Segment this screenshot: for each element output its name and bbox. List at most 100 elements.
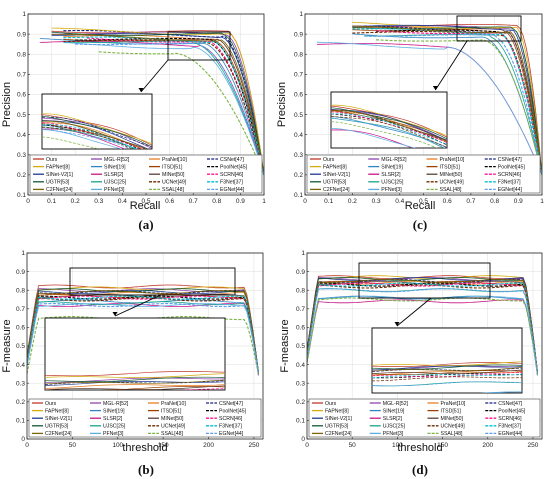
series-line — [51, 34, 264, 175]
y-tick-label: 0.7 — [296, 306, 305, 313]
legend-label: C2FNet[24] — [46, 187, 73, 193]
x-tick-label: 0.8 — [212, 198, 221, 205]
legend-label: F3Net[37] — [219, 424, 242, 430]
x-axis-label: threshold — [122, 442, 167, 454]
inset-series-group — [45, 371, 225, 390]
y-tick-label: 0.6 — [17, 92, 26, 99]
y-tick-label: 1 — [301, 250, 305, 257]
inset-series-line — [42, 128, 132, 149]
inset-series-line — [372, 381, 522, 387]
legend-label: CSNet[47] — [219, 401, 243, 407]
y-tick-label: 0.3 — [296, 380, 305, 387]
inset-series-line — [45, 381, 225, 386]
arrow-head — [432, 86, 438, 90]
legend-box — [306, 154, 541, 194]
y-tick-label: 0.8 — [296, 287, 305, 294]
y-tick-label: 0.4 — [296, 362, 305, 369]
legend-label: PraNet[10] — [441, 401, 466, 407]
panel-label: (c) — [413, 217, 427, 232]
inset-series-line — [372, 370, 522, 376]
arrow-head — [394, 322, 400, 326]
y-axis-label: F-measure — [279, 319, 291, 372]
inset-series-line — [45, 377, 225, 383]
series-group — [307, 275, 539, 376]
y-tick-label: 0.4 — [294, 132, 303, 139]
series-line — [27, 295, 260, 374]
series-line — [27, 284, 259, 374]
legend-label: PFNet[3] — [104, 187, 125, 193]
inset-series-group — [42, 113, 152, 149]
legend-label: PraNet[10] — [162, 157, 187, 163]
arrow-head — [112, 312, 118, 316]
x-tick-label: 100 — [392, 442, 403, 449]
x-tick-label: 150 — [437, 442, 448, 449]
chart-panel: 0 50 100 150 200 250 0 0.1 0.2 0.3 0.4 0.5 0.6 0.7 0.8… — [279, 250, 543, 454]
legend-label: SINet-V2[1] — [46, 172, 73, 178]
legend-label: PoolNet[45] — [498, 164, 526, 170]
y-axis-label: Precision — [1, 82, 13, 127]
inset-series-line — [42, 136, 101, 149]
zoom-arrow — [435, 40, 468, 91]
inset-series-line — [45, 385, 225, 390]
inset-series-line — [331, 117, 446, 148]
zoom-box — [69, 267, 236, 296]
inset-series-line — [372, 362, 522, 367]
legend-label: CSNet[47] — [498, 157, 522, 163]
y-tick-label: 0 — [301, 436, 305, 443]
series-line — [376, 30, 542, 175]
legend-label: C2FNet[24] — [45, 431, 72, 437]
series-line — [51, 27, 264, 175]
legend-label: UJSC[25] — [103, 424, 126, 430]
y-tick-label: 0.6 — [16, 325, 25, 332]
x-tick-label: 0.7 — [466, 198, 475, 205]
inset-series-line — [45, 373, 225, 378]
inset-series-line — [42, 127, 134, 149]
legend-label: ITSD[51] — [441, 408, 462, 414]
legend-label: SSAL[48] — [441, 431, 463, 437]
y-tick-label: 0.7 — [294, 72, 303, 79]
y-tick-label: 0.1 — [296, 418, 305, 425]
legend-label: PFNet[3] — [381, 187, 402, 193]
legend-label: CSNet[47] — [220, 157, 244, 163]
y-tick-label: 0.8 — [294, 51, 303, 58]
legend-label: UGTR[53] — [323, 180, 347, 186]
y-tick-label: 0.3 — [17, 152, 26, 159]
inset-series-line — [42, 115, 152, 148]
inset-box — [371, 327, 523, 394]
y-tick-label: 0 — [21, 436, 25, 443]
legend-label: Ours — [323, 157, 335, 163]
legend-label: EGNet[44] — [219, 431, 244, 437]
legend-label: SINet[19] — [103, 408, 125, 414]
y-axis-label: F-measure — [1, 319, 13, 372]
y-tick-label: 0.6 — [296, 325, 305, 332]
zoom-arrow — [140, 59, 169, 93]
legend-label: SCRN[46] — [220, 172, 244, 178]
y-tick-label: 0.8 — [16, 287, 25, 294]
legend-label: ITSD[51] — [440, 164, 461, 170]
legend-label: UGTR[53] — [45, 424, 69, 430]
x-tick-label: 0.2 — [348, 198, 357, 205]
legend-label: MGL-R[52] — [103, 401, 129, 407]
panel-label: (b) — [138, 462, 154, 477]
inset-series-line — [42, 113, 152, 145]
inset-series-line — [45, 386, 225, 390]
x-tick-label: 0.8 — [490, 198, 499, 205]
legend-label: MINet[50] — [441, 416, 464, 422]
inset-series-line — [372, 364, 522, 370]
x-tick-label: 250 — [248, 442, 259, 449]
x-tick-label: 0 — [305, 442, 309, 449]
series-line — [98, 51, 264, 176]
legend-label: SINet[19] — [381, 164, 403, 170]
x-tick-label: 0.6 — [443, 198, 452, 205]
legend-label: SCRN[46] — [498, 172, 522, 178]
series-line — [63, 42, 264, 176]
y-tick-label: 0.5 — [16, 343, 25, 350]
series-line — [27, 303, 259, 376]
series-line — [51, 30, 264, 175]
legend-label: C2FNet[24] — [323, 187, 350, 193]
legend-label: UCNet[49] — [161, 424, 186, 430]
legend-label: SLSR[2] — [383, 416, 403, 422]
inset-series-line — [331, 116, 447, 148]
series-line — [75, 42, 264, 176]
legend-label: CSNet[47] — [498, 401, 522, 407]
